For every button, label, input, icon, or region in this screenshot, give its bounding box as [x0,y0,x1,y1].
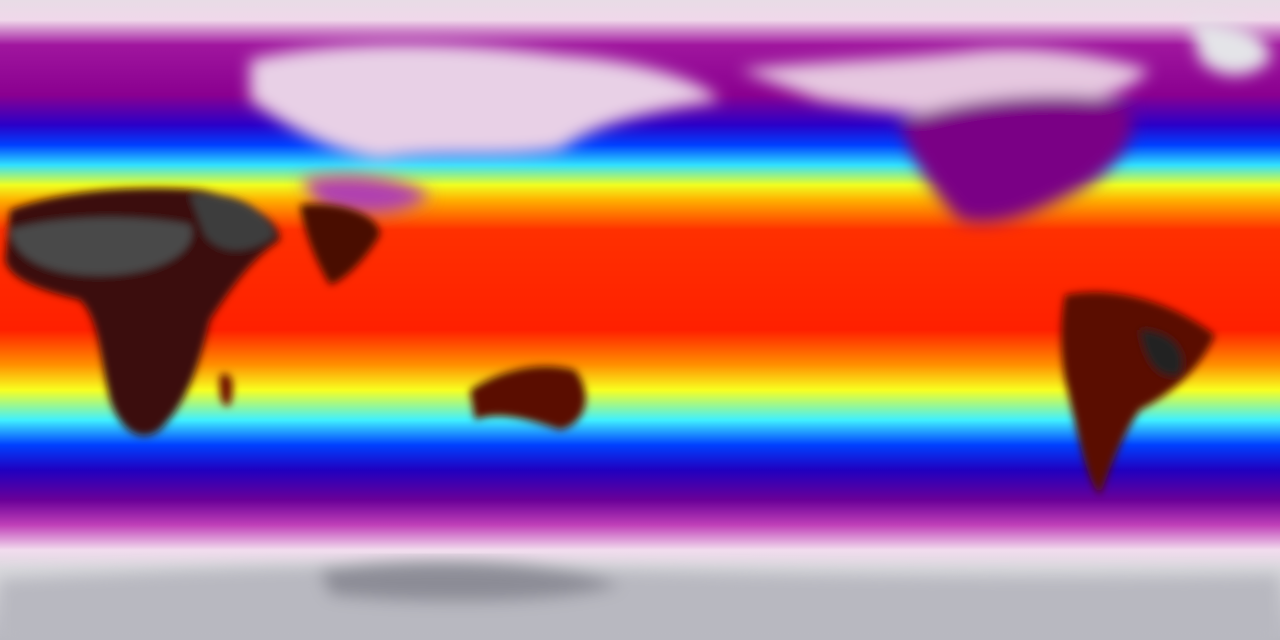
antarctica-plateau [320,561,620,602]
eurasia-north [250,44,720,160]
sahara [10,218,192,275]
tibet [300,175,430,214]
australia [470,366,586,430]
madagascar [219,373,233,406]
amazon-core [1140,330,1183,376]
arabia [190,194,275,250]
india [300,204,380,285]
south-america [1061,291,1215,495]
north-america [900,96,1133,223]
greenland [1190,20,1270,75]
antarctica [0,565,1280,640]
